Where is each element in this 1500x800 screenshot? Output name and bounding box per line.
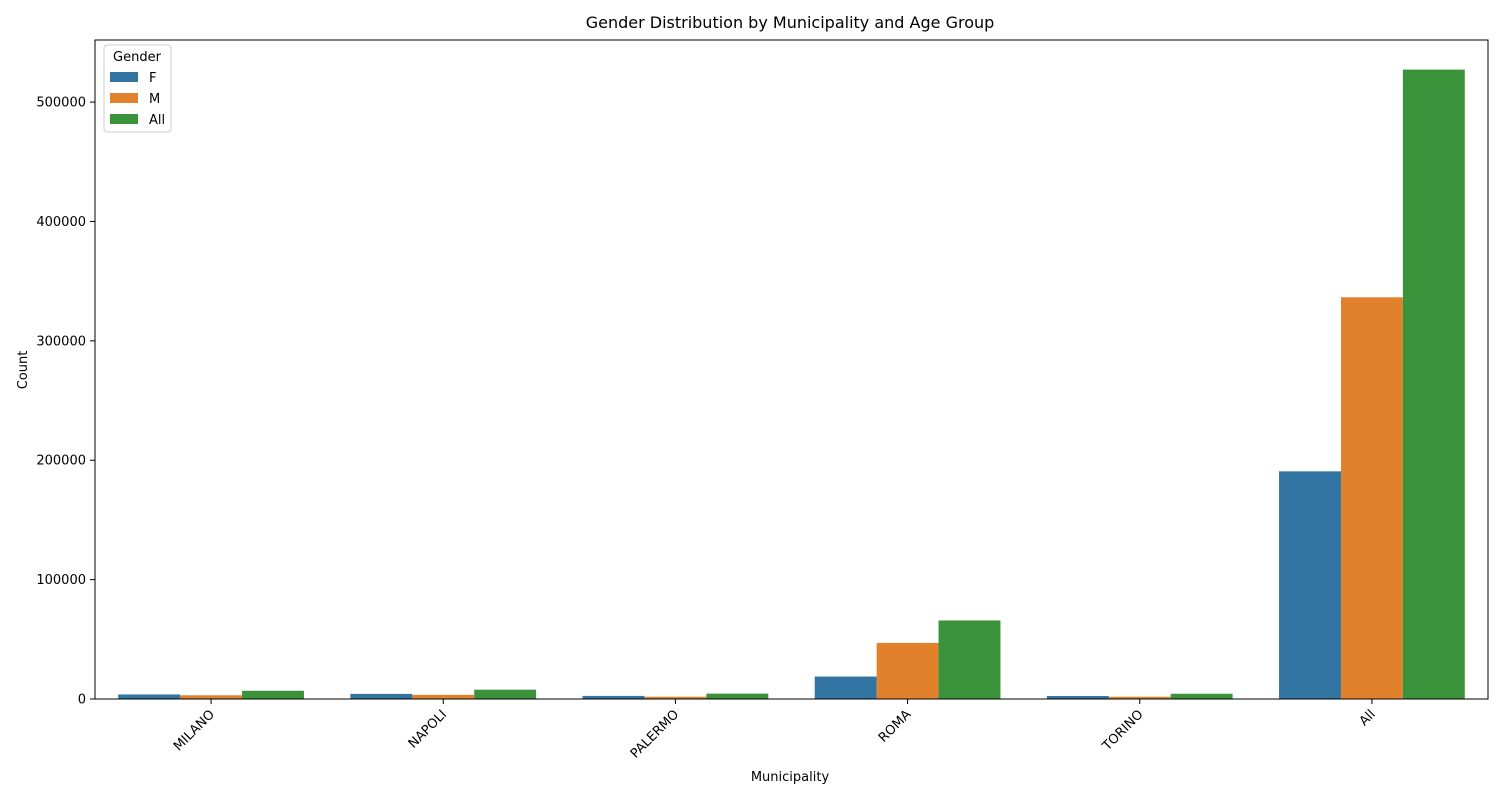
legend-label-all: All	[149, 113, 165, 128]
bar-f-palermo	[582, 695, 645, 699]
x-tick-label: MILANO	[171, 707, 218, 754]
x-tick-label: NAPOLI	[406, 707, 450, 751]
x-ticks-group: MILANO NAPOLI PALERMO ROMA TORINO All	[171, 699, 1379, 762]
legend-label-m: M	[149, 92, 160, 107]
legend-box	[103, 44, 172, 133]
bar-all-roma	[938, 620, 1001, 699]
bar-m-palermo	[644, 696, 707, 699]
bar-m-all	[1340, 297, 1403, 699]
x-tick-label: TORINO	[1099, 707, 1146, 754]
x-tick-label: All	[1357, 707, 1379, 729]
bar-f-torino	[1046, 696, 1109, 699]
legend-label-f: F	[149, 71, 156, 86]
y-tick-label: 100000	[36, 573, 86, 588]
y-tick-label: 400000	[36, 215, 86, 230]
bar-m-napoli	[412, 694, 475, 699]
y-tick-label: 0	[78, 693, 86, 708]
chart-title: Gender Distribution by Municipality and …	[586, 13, 995, 32]
legend: Gender FM All	[103, 44, 172, 133]
y-tick-label: 200000	[36, 454, 86, 469]
bars-group	[118, 69, 1465, 700]
legend-title: Gender	[113, 50, 162, 65]
x-tick-label: PALERMO	[628, 707, 682, 761]
bar-all-napoli	[474, 689, 537, 699]
y-tick-label: 300000	[36, 334, 86, 349]
plot-frame	[94, 39, 1489, 700]
bar-f-napoli	[350, 693, 413, 699]
bar-m-torino	[1108, 696, 1171, 699]
x-tick-label: ROMA	[876, 707, 915, 746]
y-ticks-group: 0 100000 200000 300000 400000 500000	[36, 96, 95, 708]
bar-m-milano	[180, 695, 243, 699]
bar-f-all	[1279, 471, 1341, 699]
bar-all-palermo	[706, 693, 769, 699]
y-tick-label: 500000	[36, 96, 86, 111]
legend-swatch-all	[110, 114, 138, 124]
x-axis-label: Municipality	[751, 770, 830, 785]
legend-swatch-m	[110, 93, 138, 103]
bar-m-roma	[876, 642, 939, 699]
legend-swatch-f	[110, 72, 138, 82]
bar-f-milano	[118, 694, 181, 699]
bar-all-milano	[242, 690, 304, 699]
bar-f-roma	[814, 676, 877, 699]
bar-all-torino	[1170, 693, 1233, 699]
bar-all-all	[1402, 69, 1465, 700]
y-axis-label: Count	[16, 351, 31, 390]
